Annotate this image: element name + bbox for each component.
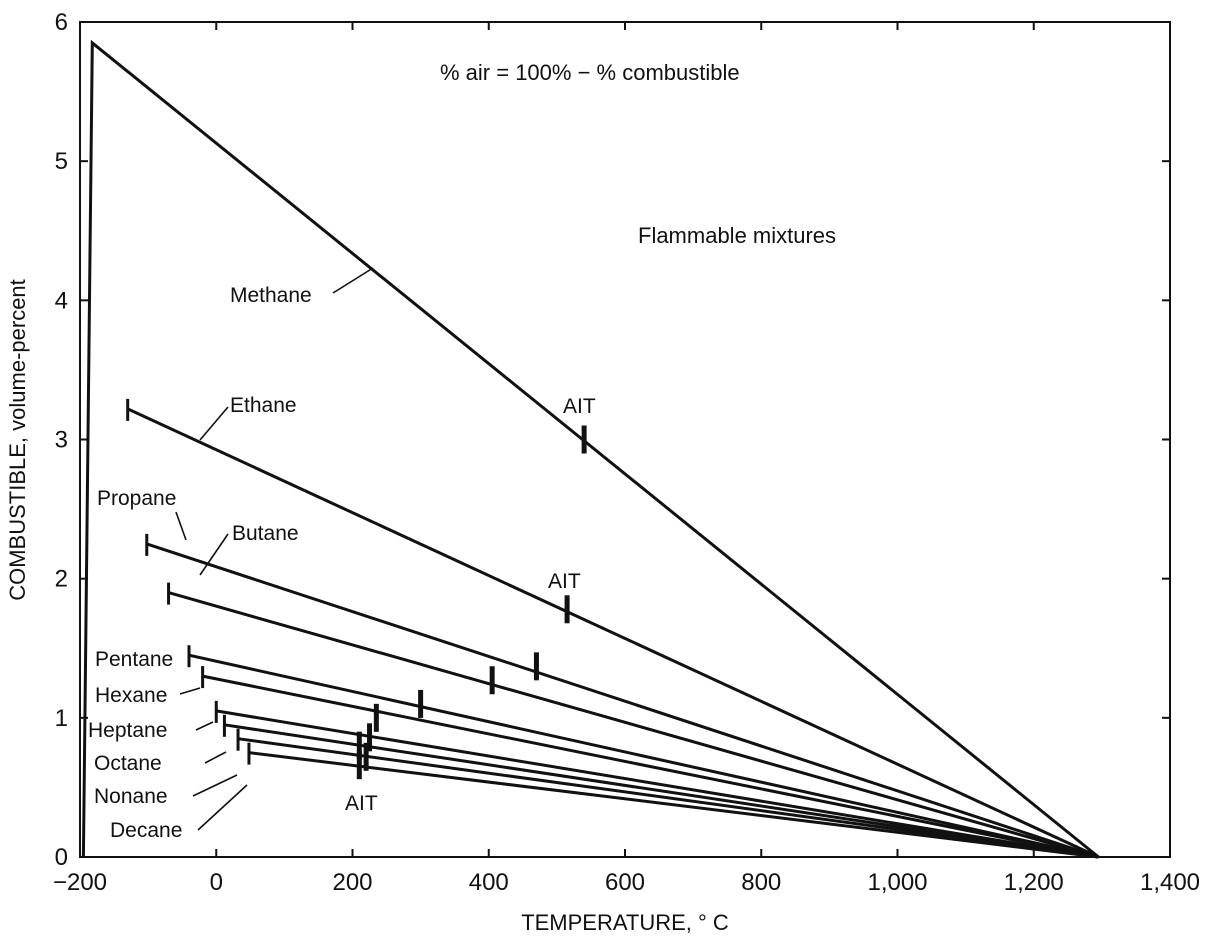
x-axis-title: TEMPERATURE, ° C xyxy=(521,910,729,935)
ait-label-lower: AIT xyxy=(345,792,378,815)
x-tick-label: 800 xyxy=(741,869,781,896)
y-tick-label: 3 xyxy=(55,427,68,454)
plot-frame xyxy=(80,22,1170,857)
air-note-annotation: % air = 100% − % combustible xyxy=(440,60,740,85)
y-tick-label: 4 xyxy=(55,287,68,314)
leader-decane xyxy=(198,785,247,830)
ait-label-methane: AIT xyxy=(563,395,596,418)
series-label-propane: Propane xyxy=(97,487,176,510)
leader-methane xyxy=(333,268,373,293)
series-label-ethane: Ethane xyxy=(230,394,297,417)
y-tick-label: 0 xyxy=(55,844,68,871)
y-tick-label: 6 xyxy=(55,9,68,36)
leader-heptane xyxy=(196,722,213,730)
series-line-propane xyxy=(147,544,1099,857)
leader-ethane xyxy=(200,407,228,440)
leader-octane xyxy=(205,752,226,763)
leader-hexane xyxy=(180,688,200,694)
series-lines xyxy=(83,43,1098,857)
y-tick-label: 2 xyxy=(55,566,68,593)
y-axis-ticks: 0 1 2 3 4 5 6 xyxy=(55,9,1170,871)
series-label-octane: Octane xyxy=(94,752,162,775)
series-line-hexane xyxy=(203,676,1099,857)
x-tick-label: 1,400 xyxy=(1140,869,1200,896)
y-tick-label: 1 xyxy=(55,705,68,732)
x-tick-label: 600 xyxy=(605,869,645,896)
x-tick-label: 1,000 xyxy=(867,869,927,896)
ait-marks xyxy=(359,426,584,780)
series-line-octane xyxy=(224,725,1098,857)
x-axis-ticks: −200 0 200 400 600 800 1,000 1,200 1,400 xyxy=(53,22,1200,896)
series-label-hexane: Hexane xyxy=(95,684,167,707)
series-label-butane: Butane xyxy=(232,522,299,545)
x-tick-label: 200 xyxy=(332,869,372,896)
ait-label-ethane: AIT xyxy=(548,570,581,593)
y-tick-label: 5 xyxy=(55,148,68,175)
series-label-heptane: Heptane xyxy=(88,719,167,742)
series-line-pentane xyxy=(189,655,1099,857)
x-tick-label: −200 xyxy=(53,869,107,896)
series-label-nonane: Nonane xyxy=(94,785,168,808)
leader-nonane xyxy=(193,775,237,796)
region-annotation: Flammable mixtures xyxy=(638,223,836,248)
y-axis-title: COMBUSTIBLE, volume-percent xyxy=(5,279,30,601)
label-leaders xyxy=(176,268,373,830)
x-tick-label: 400 xyxy=(469,869,509,896)
x-tick-label: 1,200 xyxy=(1004,869,1064,896)
series-label-methane: Methane xyxy=(230,284,312,307)
series-label-decane: Decane xyxy=(110,819,182,842)
series-label-pentane: Pentane xyxy=(95,648,173,671)
leader-propane xyxy=(176,512,186,540)
series-line-methane xyxy=(83,43,1098,857)
series-labels: Methane Ethane Propane Butane Pentane He… xyxy=(88,284,312,842)
x-tick-label: 0 xyxy=(210,869,223,896)
